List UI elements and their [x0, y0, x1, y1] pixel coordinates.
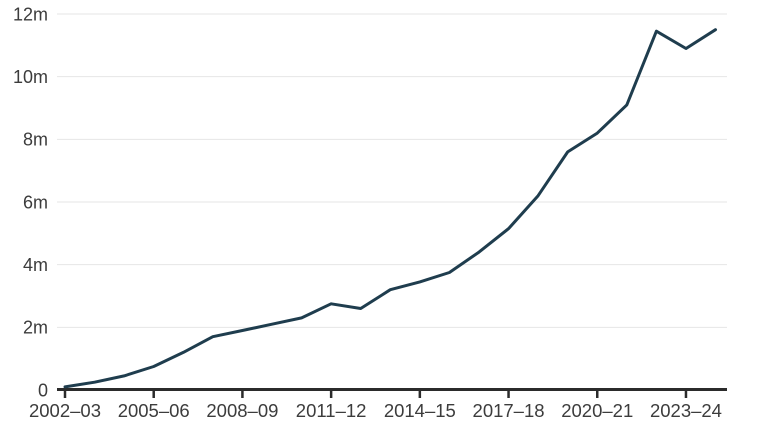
x-axis-label: 2008–09: [206, 400, 278, 421]
x-axis-label: 2017–18: [473, 400, 545, 421]
x-axis-label: 2005–06: [118, 400, 190, 421]
y-axis-label: 10m: [13, 67, 48, 87]
y-axis-label: 0: [38, 380, 48, 400]
y-axis-label: 12m: [13, 4, 48, 24]
y-axis-label: 4m: [23, 255, 48, 275]
x-axis-label: 2023–24: [650, 400, 722, 421]
y-axis-label: 8m: [23, 130, 48, 150]
x-axis-label: 2002–03: [29, 400, 101, 421]
y-axis-label: 2m: [23, 318, 48, 338]
data-line-series: [63, 28, 717, 389]
x-axis-label: 2020–21: [561, 400, 633, 421]
x-axis-label: 2014–15: [384, 400, 456, 421]
x-axis-label: 2011–12: [296, 400, 367, 421]
y-axis-label: 6m: [23, 192, 48, 212]
